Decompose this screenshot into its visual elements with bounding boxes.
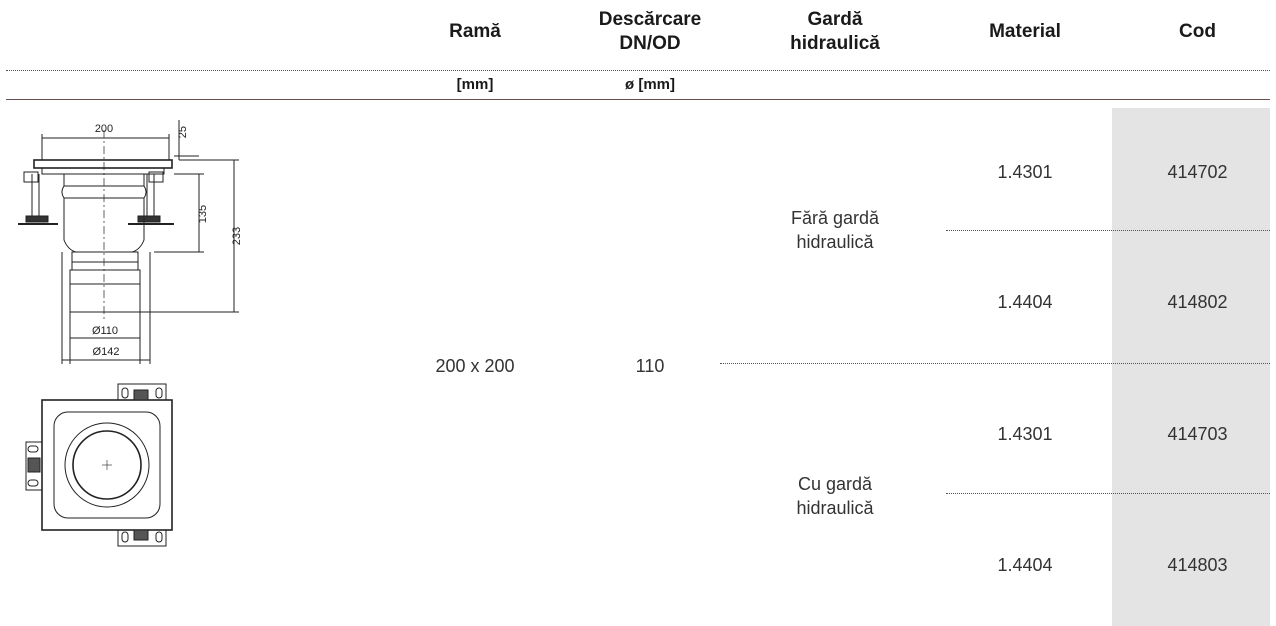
header-dotted-rule: [6, 70, 1270, 71]
dim-label-d110: Ø110: [92, 325, 118, 337]
cell-cod: 414703: [1167, 424, 1228, 444]
dim-label-233: 233: [231, 227, 243, 245]
header-rama: Ramă: [449, 21, 501, 42]
cell-cod: 414803: [1167, 555, 1228, 575]
cell-descarcare-value: 110: [635, 356, 665, 376]
row-separator: [946, 230, 1270, 231]
header-garda-hidraulica: Gardă hidraulică: [790, 9, 880, 54]
header-solid-rule: [6, 99, 1270, 100]
header-descarcare: Descărcare DN/OD: [598, 9, 702, 54]
dim-label-200: 200: [95, 123, 113, 135]
code-column-background: [1112, 108, 1270, 626]
cell-material: 1.4301: [997, 424, 1053, 444]
product-technical-drawing: 200 25 135 233 Ø110 Ø142: [18, 120, 243, 547]
cell-material: 1.4404: [997, 292, 1053, 312]
unit-rama: [mm]: [456, 76, 494, 93]
cell-cod: 414802: [1167, 292, 1228, 312]
cell-rama-value: 200 x 200: [435, 356, 515, 376]
cell-garda-group-1: Fără gardă hidraulică: [790, 208, 880, 252]
group-separator: [720, 363, 1270, 364]
cell-material: 1.4301: [997, 162, 1053, 182]
unit-descarcare: ø [mm]: [625, 76, 675, 93]
dim-label-d142: Ø142: [93, 346, 120, 358]
cell-cod: 414702: [1167, 162, 1228, 182]
cell-material: 1.4404: [997, 555, 1053, 575]
row-separator: [946, 493, 1270, 494]
dim-label-25: 25: [177, 126, 189, 138]
header-material: Material: [989, 21, 1061, 42]
header-cod: Cod: [1179, 21, 1216, 42]
dim-label-135: 135: [197, 205, 209, 223]
cell-garda-group-2: Cu gardă hidraulică: [796, 474, 874, 518]
